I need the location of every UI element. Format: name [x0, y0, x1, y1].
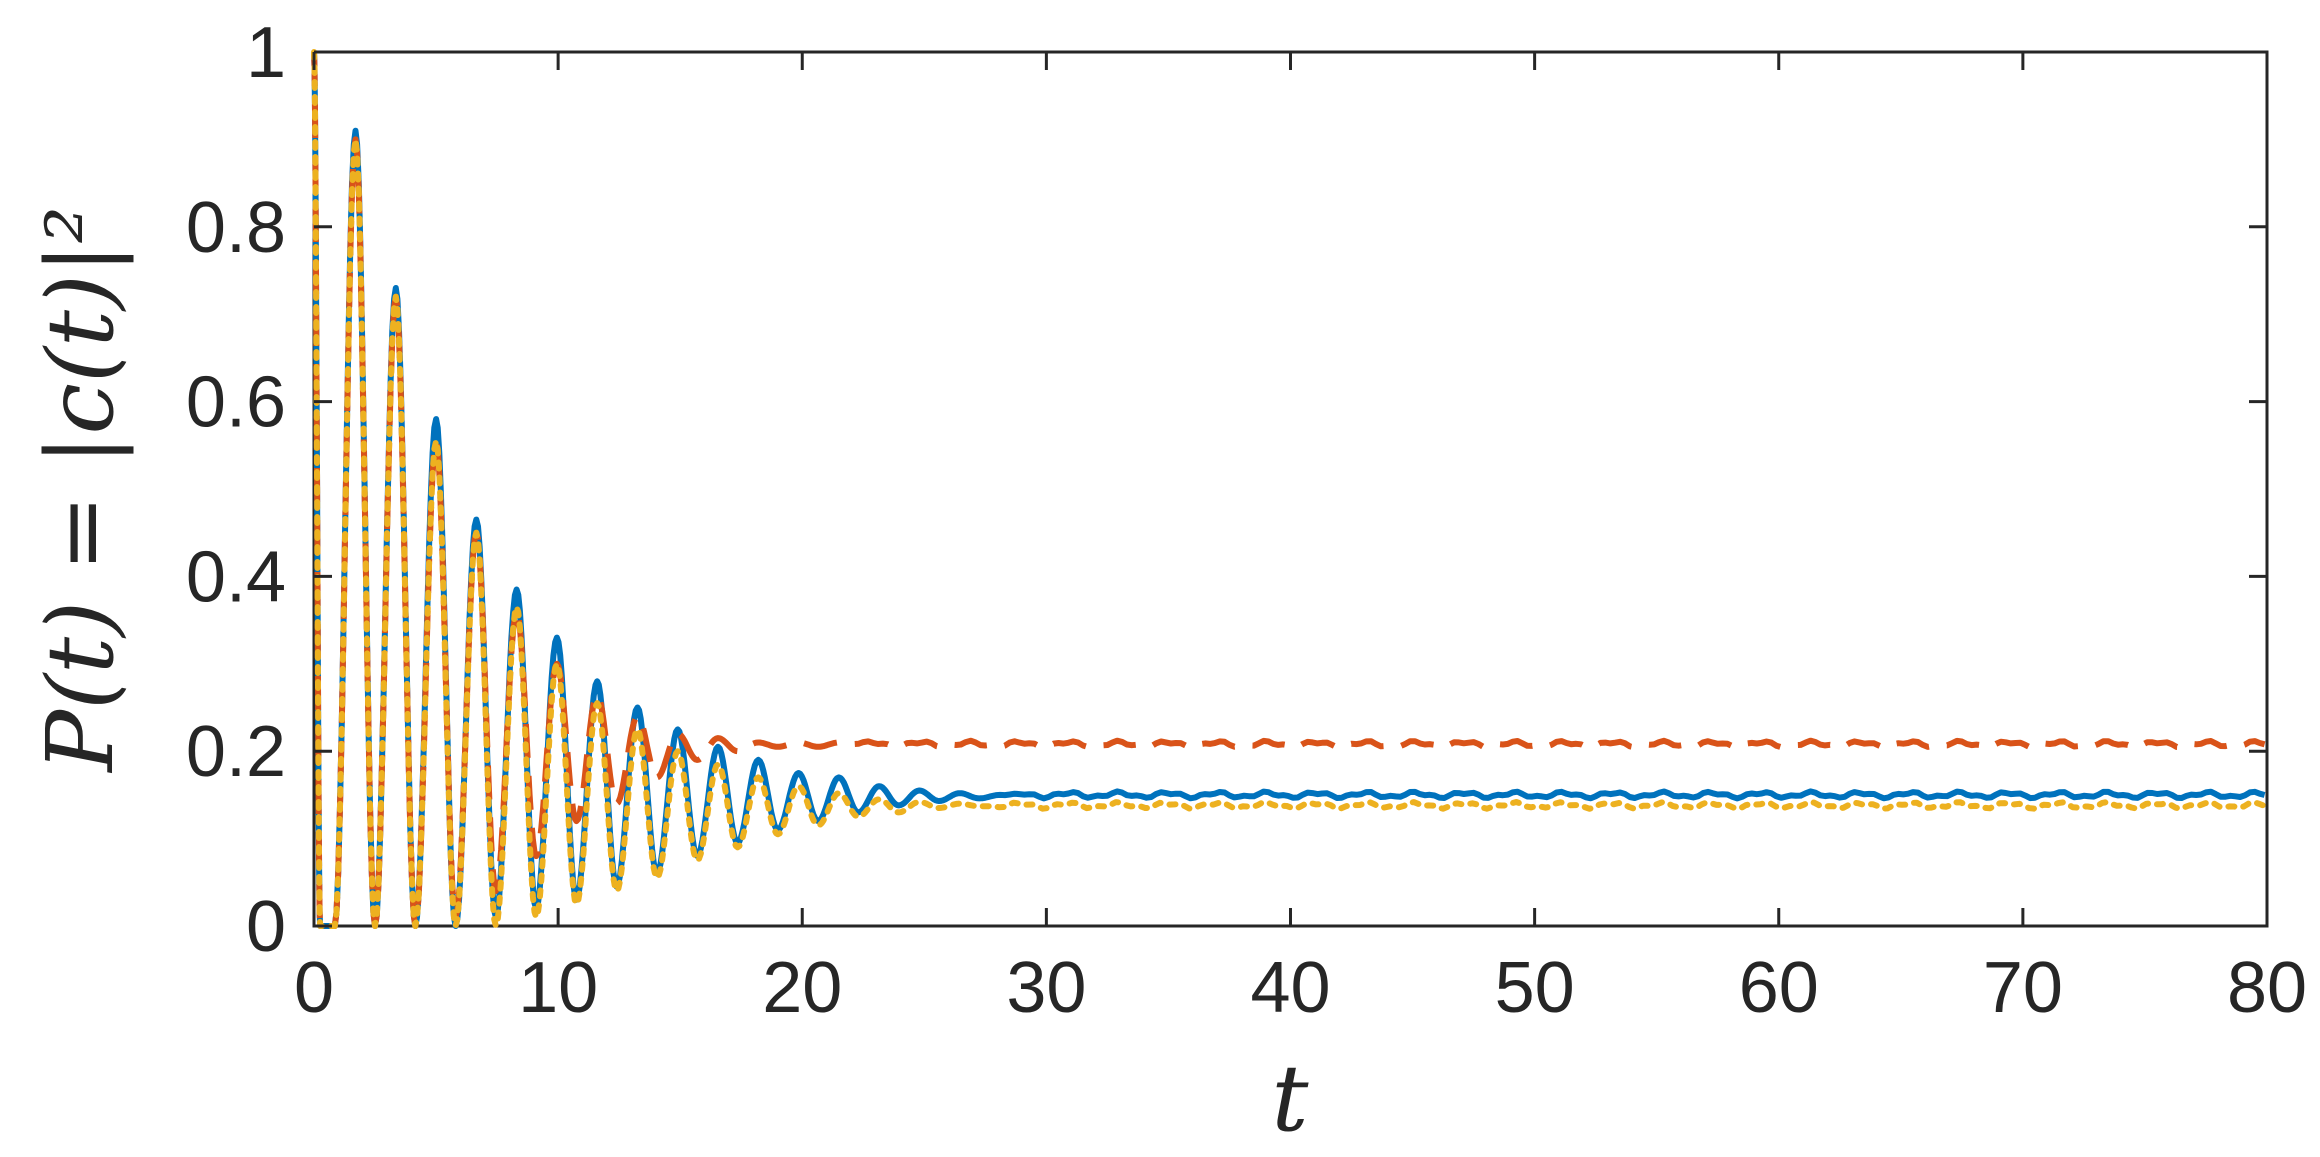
plot-area: 0 10 20 30 40 50 60 70 80 0 0.2 0.4 0.6 0.8 1 [186, 13, 2307, 1028]
x-tick-label: 70 [1983, 948, 2063, 1028]
ticks-layer: 0 10 20 30 40 50 60 70 80 0 0.2 0.4 0.6 0.8 1 [186, 13, 2307, 1028]
x-axis-label: t [1272, 1045, 1310, 1152]
plot-frame [312, 50, 2269, 928]
y-tick-label: 0 [246, 887, 286, 967]
series-layer [311, 49, 2267, 929]
y-tick-label: 0.2 [186, 712, 286, 792]
x-tick-label: 80 [2227, 948, 2307, 1028]
x-tick-label: 60 [1739, 948, 1819, 1028]
y-tick-label: 0.8 [186, 188, 286, 268]
y-axis-label: P(t) = |c(t)|² [27, 206, 134, 773]
y-tick-label: 0.6 [186, 363, 286, 443]
x-tick-label: 30 [1006, 948, 1086, 1028]
x-tick-label: 20 [762, 948, 842, 1028]
x-tick-label: 40 [1250, 948, 1330, 1028]
x-tick-label: 10 [518, 948, 598, 1028]
x-tick-label: 0 [294, 948, 334, 1028]
y-tick-label: 0.4 [186, 537, 286, 617]
x-tick-label: 50 [1495, 948, 1575, 1028]
series-line-3 [311, 49, 2267, 929]
y-tick-label: 1 [246, 13, 286, 93]
